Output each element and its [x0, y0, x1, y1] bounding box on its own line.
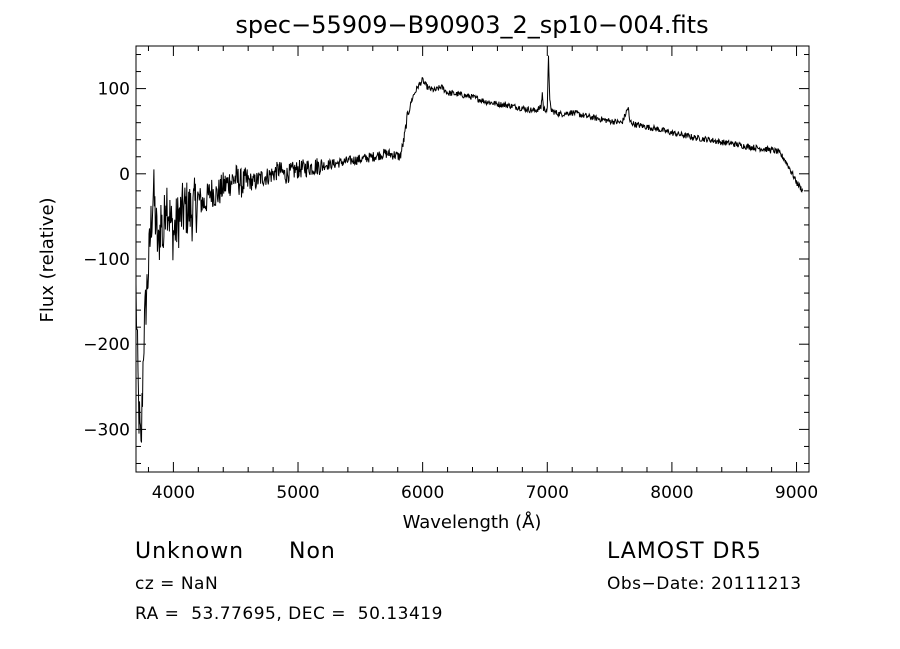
x-tick-label: 6000 — [401, 483, 444, 503]
survey-name: LAMOST DR5 — [607, 539, 762, 564]
x-tick-label: 4000 — [152, 483, 195, 503]
y-axis-label: Flux (relative) — [37, 197, 58, 322]
axis-tick-labels: 4000 5000 6000 7000 8000 9000 100 0 −100 −200 −300 — [83, 80, 818, 503]
y-tick-label: 100 — [98, 80, 130, 100]
y-tick-label: −300 — [83, 420, 130, 440]
y-tick-label: 0 — [119, 165, 130, 185]
object-subclass: Non — [289, 539, 336, 564]
chart-title: spec−55909−B90903_2_sp10−004.fits — [235, 11, 708, 39]
axis-ticks — [136, 46, 809, 472]
x-axis-label: Wavelength (Å) — [403, 511, 542, 533]
plot-frame — [135, 45, 810, 473]
x-tick-label: 7000 — [526, 483, 569, 503]
observation-date: Obs−Date: 20111213 — [607, 574, 802, 594]
spectrum-line — [135, 55, 804, 443]
y-tick-label: −200 — [83, 335, 130, 355]
redshift-cz: cz = NaN — [135, 574, 219, 594]
sky-coordinates: RA = 53.77695, DEC = 50.13419 — [135, 604, 443, 624]
x-tick-label: 9000 — [775, 483, 818, 503]
x-tick-label: 5000 — [276, 483, 319, 503]
object-class: Unknown — [135, 539, 245, 564]
x-tick-label: 8000 — [650, 483, 693, 503]
y-tick-label: −100 — [83, 250, 130, 270]
